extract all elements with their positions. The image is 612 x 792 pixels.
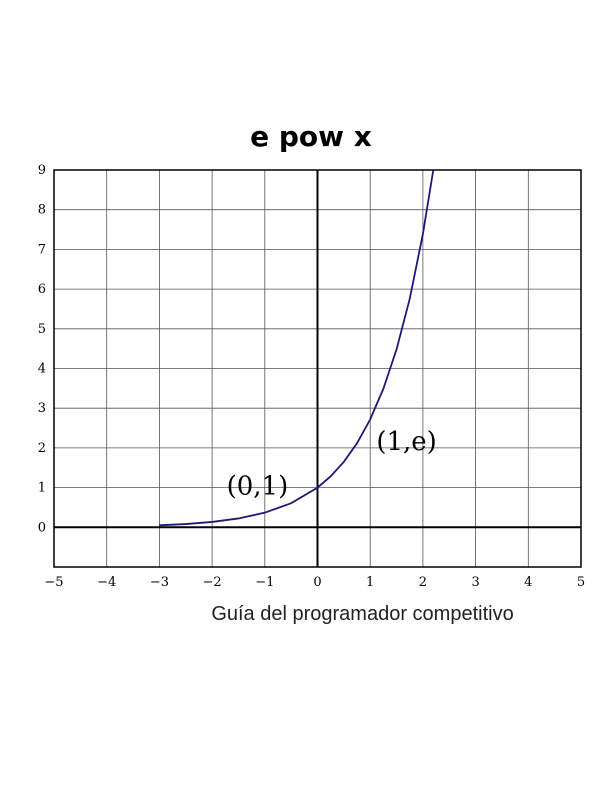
plot-frame: [53, 169, 582, 568]
x-tick-label: 2: [419, 575, 427, 590]
y-tick-label: 4: [38, 362, 46, 377]
y-tick-label: 7: [38, 242, 46, 257]
x-tick-label: −2: [203, 575, 222, 590]
annotation-label: (0,1): [227, 472, 289, 502]
x-tick-label: −1: [255, 575, 274, 590]
y-tick-label: 2: [38, 441, 46, 456]
y-tick-label: 6: [38, 282, 46, 297]
y-tick-label: 0: [38, 520, 46, 535]
axes: [54, 170, 581, 567]
x-tick-label: 0: [313, 575, 321, 590]
chart-title: e pow x: [250, 120, 372, 153]
x-tick-label: −4: [97, 575, 116, 590]
y-tick-label: 9: [38, 163, 46, 178]
series-group: [159, 169, 435, 527]
y-tick-label: 8: [38, 203, 46, 218]
x-tick-labels: −5 −4 −3 −2 −1 0 1 2 3 4 5: [44, 575, 585, 590]
y-tick-label: 5: [38, 322, 46, 337]
x-tick-label: −3: [150, 575, 169, 590]
series-line: [159, 169, 435, 527]
y-tick-label: 3: [38, 401, 46, 416]
x-tick-label: 5: [577, 575, 585, 590]
x-axis-label: Guía del programador competitivo: [211, 603, 513, 625]
annotations: (0,1) (1,e): [227, 427, 437, 501]
x-tick-label: 3: [471, 575, 479, 590]
annotation-label: (1,e): [376, 427, 436, 457]
x-tick-label: 4: [524, 575, 532, 590]
y-tick-label: 1: [38, 481, 46, 496]
x-tick-label: −5: [44, 575, 63, 590]
x-tick-label: 1: [366, 575, 374, 590]
y-tick-labels: 0 1 2 3 4 5 6 7 8 9: [38, 163, 46, 535]
